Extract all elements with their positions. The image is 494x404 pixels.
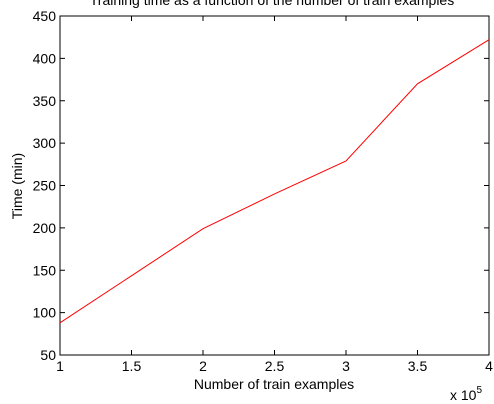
x-multiplier-base: x 10 [450, 387, 477, 403]
x-tick-label: 2 [199, 358, 207, 374]
y-tick-label: 100 [33, 305, 57, 321]
series-line-0 [59, 39, 490, 324]
series-layer [59, 39, 490, 324]
x-axis-label: Number of train examples [194, 376, 354, 392]
y-tick-label: 300 [33, 135, 57, 151]
y-tick-label: 350 [33, 93, 57, 109]
x-axis-ticks: 1 1.5 2 2.5 3 3.5 4 [56, 16, 493, 374]
plot-area [59, 15, 490, 356]
y-tick-label: 200 [33, 220, 57, 236]
y-tick-label: 400 [33, 50, 57, 66]
plot-frame [59, 15, 490, 356]
y-axis-label: Time (min) [9, 153, 25, 219]
chart-title: Training time as a function of the numbe… [90, 0, 454, 8]
x-tick-label: 1 [56, 358, 64, 374]
y-tick-label: 50 [40, 347, 56, 363]
x-tick-label: 2.5 [265, 358, 285, 374]
x-multiplier-label: x 105 [450, 385, 482, 403]
x-tick-label: 1.5 [122, 358, 142, 374]
x-tick-label: 3 [342, 358, 350, 374]
x-multiplier-exponent: 5 [476, 385, 482, 396]
x-tick-label: 4 [485, 358, 493, 374]
y-tick-label: 150 [33, 262, 57, 278]
x-tick-label: 3.5 [408, 358, 428, 374]
y-tick-label: 450 [33, 8, 57, 24]
y-axis-ticks: 50 100 150 200 250 300 350 400 450 [33, 8, 489, 363]
y-tick-label: 250 [33, 178, 57, 194]
